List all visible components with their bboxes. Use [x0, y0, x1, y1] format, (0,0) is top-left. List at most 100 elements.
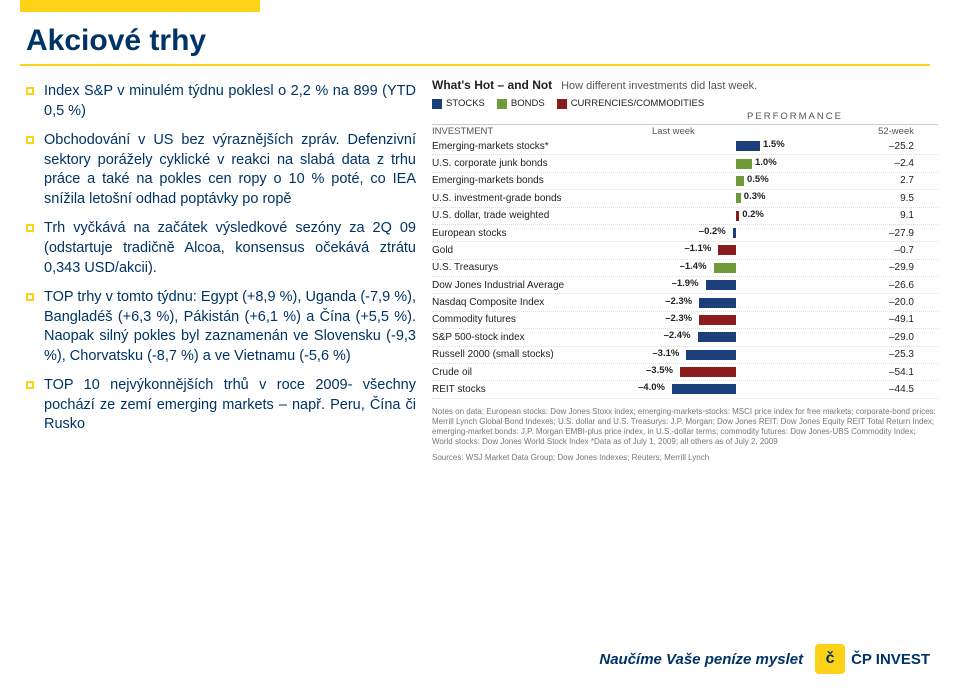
row-52week: 2.7: [792, 175, 938, 186]
bullet-text: TOP trhy v tomto týdnu: Egypt (+8,9 %), …: [44, 288, 416, 366]
row-name: European stocks: [432, 228, 652, 239]
bar-value: 1.5%: [763, 139, 785, 150]
table-row: S&P 500-stock index –2.4% –29.0: [432, 329, 938, 346]
row-name: Dow Jones Industrial Average: [432, 280, 652, 291]
bar-value: –2.3%: [665, 313, 692, 324]
bar-value: –2.4%: [664, 330, 691, 341]
row-52week: –25.3: [792, 349, 938, 360]
perf-subheader: INVESTMENT Last week 52-week: [432, 125, 938, 138]
title-underline: [20, 64, 930, 66]
bar-cell: –3.5%: [652, 366, 792, 378]
row-52week: –0.7: [792, 245, 938, 256]
bullet-text: Obchodování v US bez výraznějších zpráv.…: [44, 131, 416, 209]
row-name: U.S. corporate junk bonds: [432, 158, 652, 169]
row-52week: –26.6: [792, 280, 938, 291]
bar-cell: –1.4%: [652, 262, 792, 274]
bullet-item: TOP 10 nejvýkonnějších trhů v roce 2009-…: [26, 376, 416, 435]
bar: [698, 332, 736, 342]
bullet-item: TOP trhy v tomto týdnu: Egypt (+8,9 %), …: [26, 288, 416, 366]
table-row: Emerging-markets stocks* 1.5% –25.2: [432, 138, 938, 155]
bar-cell: 1.5%: [652, 140, 792, 152]
bullet-marker-icon: [26, 136, 34, 144]
legend-item: CURRENCIES/COMMODITIES: [557, 98, 705, 109]
row-52week: –54.1: [792, 367, 938, 378]
row-name: U.S. Treasurys: [432, 262, 652, 273]
accent-bar: [20, 0, 260, 12]
legend-swatch: [432, 99, 442, 109]
hot-notes: Notes on data: European stocks: Dow Jone…: [432, 407, 938, 447]
logo: č ČP INVEST: [815, 644, 930, 674]
logo-text: ČP INVEST: [851, 651, 930, 668]
bullet-item: Trh vyčkává na začátek výsledkové sezóny…: [26, 219, 416, 278]
table-row: U.S. dollar, trade weighted0.2%9.1: [432, 208, 938, 225]
page-title: Akciové trhy: [26, 24, 206, 58]
bar: [686, 350, 736, 360]
row-name: S&P 500-stock index: [432, 332, 652, 343]
row-name: U.S. investment-grade bonds: [432, 193, 652, 204]
bar-cell: 0.2%: [652, 210, 792, 222]
legend-label: CURRENCIES/COMMODITIES: [571, 98, 705, 109]
bullet-marker-icon: [26, 87, 34, 95]
hot-rows: Emerging-markets stocks* 1.5% –25.2 U.S. co…: [432, 138, 938, 399]
bar-value: –1.9%: [672, 278, 699, 289]
row-name: Emerging-markets bonds: [432, 175, 652, 186]
bar-value: 0.5%: [747, 174, 769, 185]
bar: [718, 245, 736, 255]
bullet-text: Trh vyčkává na začátek výsledkové sezóny…: [44, 219, 416, 278]
bar: [733, 228, 736, 238]
perf-label: PERFORMANCE: [652, 111, 938, 122]
table-row: Gold–1.1%–0.7: [432, 242, 938, 259]
table-row: U.S. corporate junk bonds 1.0% –2.4: [432, 155, 938, 172]
row-name: Emerging-markets stocks*: [432, 141, 652, 152]
row-name: Nasdaq Composite Index: [432, 297, 652, 308]
footer: Naučíme Vaše peníze myslet č ČP INVEST: [599, 644, 930, 674]
bar-cell: 0.5%: [652, 175, 792, 187]
bar-value: 1.0%: [755, 157, 777, 168]
bar-value: –2.3%: [665, 296, 692, 307]
table-row: U.S. Treasurys–1.4%–29.9: [432, 260, 938, 277]
bar-value: –3.5%: [646, 365, 673, 376]
bullet-text: Index S&P v minulém týdnu poklesl o 2,2 …: [44, 82, 416, 121]
bar-cell: –1.9%: [652, 279, 792, 291]
col-investment: INVESTMENT: [432, 126, 652, 137]
bar-cell: –1.1%: [652, 244, 792, 256]
bar: [736, 141, 760, 151]
bar-value: –3.1%: [652, 348, 679, 359]
table-row: Nasdaq Composite Index –2.3% –20.0: [432, 294, 938, 311]
bar: [699, 298, 736, 308]
row-name: Crude oil: [432, 367, 652, 378]
table-row: REIT stocks–4.0% –44.5: [432, 381, 938, 398]
legend: STOCKS BONDS CURRENCIES/COMMODITIES: [432, 98, 938, 109]
row-52week: –44.5: [792, 384, 938, 395]
bar: [736, 176, 744, 186]
bar: [672, 384, 736, 394]
row-52week: –20.0: [792, 297, 938, 308]
bar-cell: –3.1%: [652, 349, 792, 361]
bullet-marker-icon: [26, 381, 34, 389]
row-52week: –29.9: [792, 262, 938, 273]
row-52week: –29.0: [792, 332, 938, 343]
bullet-item: Index S&P v minulém týdnu poklesl o 2,2 …: [26, 82, 416, 121]
row-52week: –25.2: [792, 141, 938, 152]
table-row: Emerging-markets bonds 0.5% 2.7: [432, 173, 938, 190]
legend-item: BONDS: [497, 98, 545, 109]
table-row: Crude oil–3.5%–54.1: [432, 364, 938, 381]
bar: [736, 211, 739, 221]
col-52week: 52-week: [792, 126, 938, 137]
col-lastweek: Last week: [652, 126, 792, 137]
logo-badge: č: [815, 644, 845, 674]
bullet-text: TOP 10 nejvýkonnějších trhů v roce 2009-…: [44, 376, 416, 435]
hot-title: What's Hot – and Not: [432, 78, 552, 92]
row-52week: –2.4: [792, 158, 938, 169]
legend-label: STOCKS: [446, 98, 485, 109]
legend-swatch: [557, 99, 567, 109]
bar: [714, 263, 736, 273]
row-name: REIT stocks: [432, 384, 652, 395]
bar-cell: –2.4%: [652, 331, 792, 343]
table-row: U.S. investment-grade bonds0.3%9.5: [432, 190, 938, 207]
row-52week: –27.9: [792, 228, 938, 239]
table-row: Dow Jones Industrial Average –1.9% –26.6: [432, 277, 938, 294]
bar-cell: –0.2%: [652, 227, 792, 239]
bar-value: –4.0%: [638, 382, 665, 393]
bar-value: 0.3%: [744, 191, 766, 202]
